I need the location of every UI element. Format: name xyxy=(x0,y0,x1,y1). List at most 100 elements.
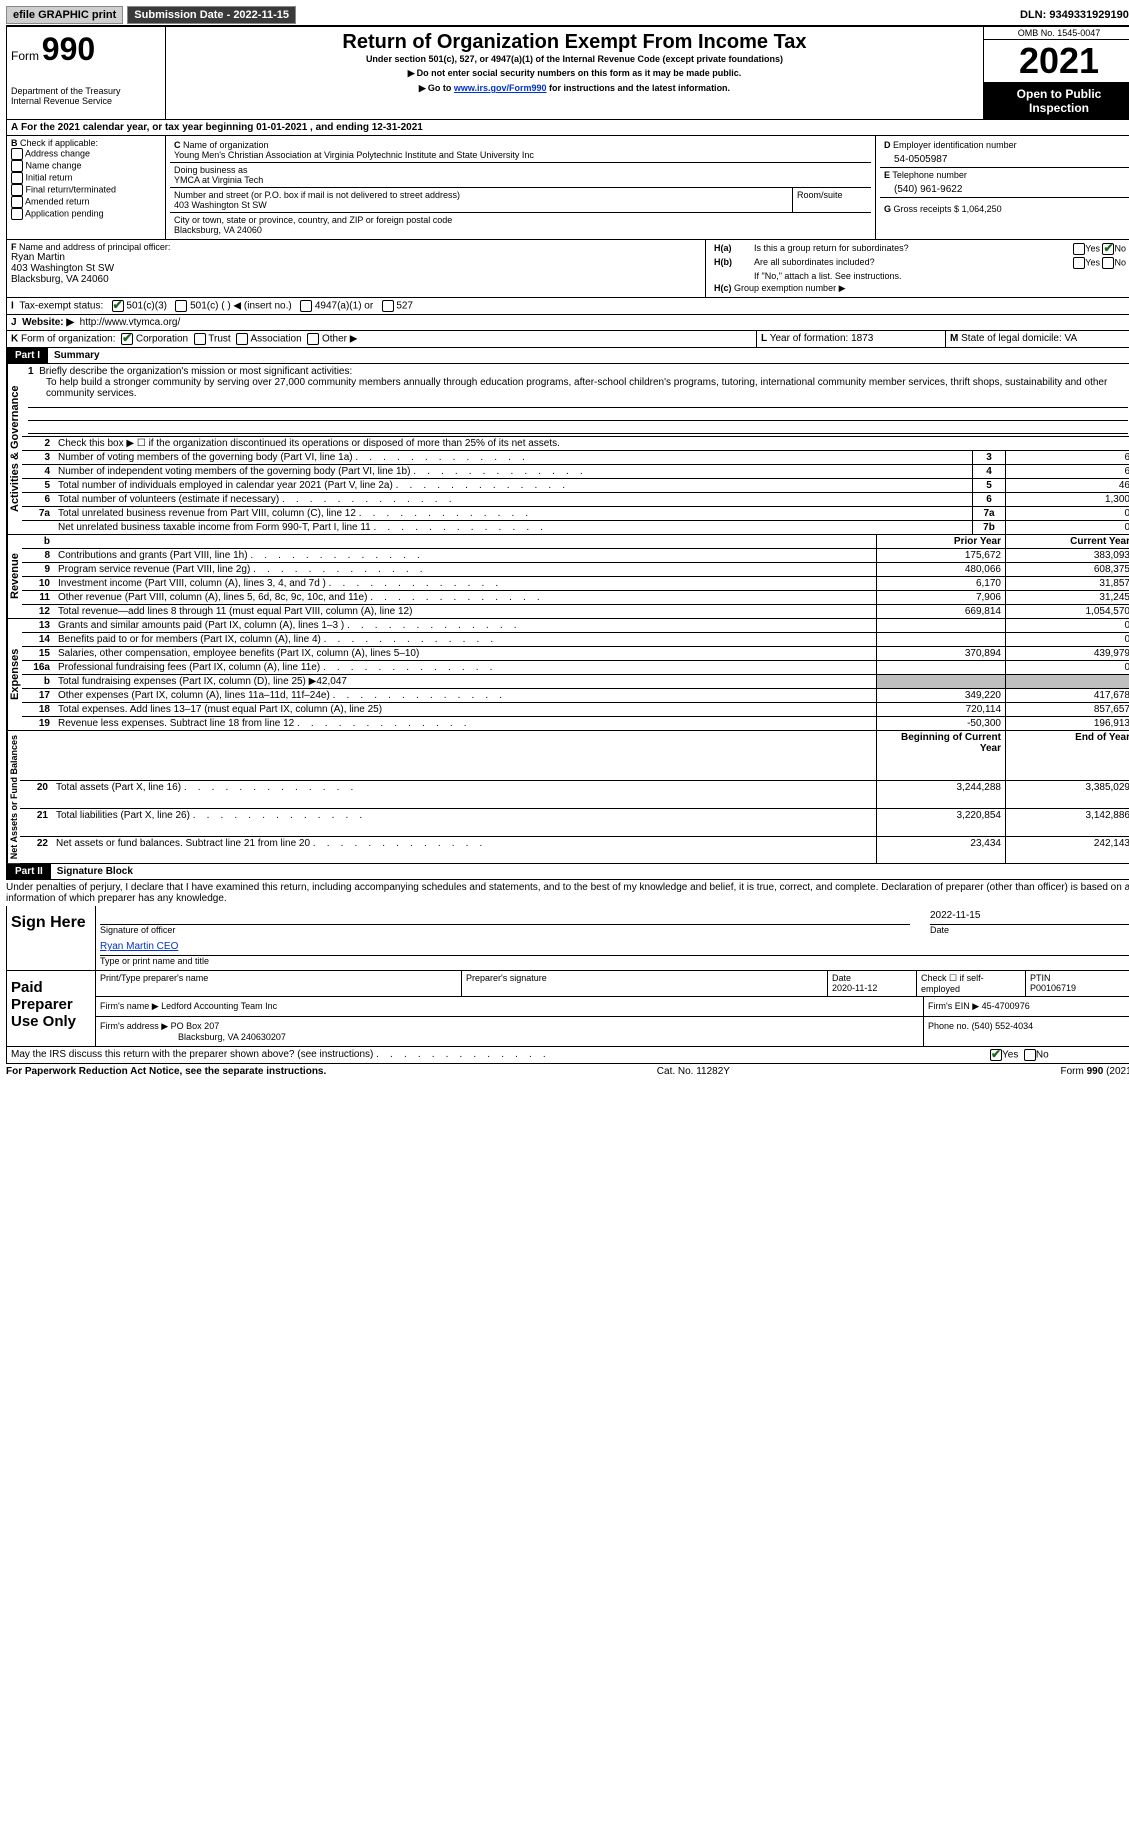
assoc-checkbox[interactable] xyxy=(236,333,248,345)
hb-no: No xyxy=(1114,257,1126,267)
cat-no: Cat. No. 11282Y xyxy=(657,1066,730,1077)
l11-prior: 7,906 xyxy=(877,591,1006,605)
l20-text: Total assets (Part X, line 16) xyxy=(52,780,877,808)
l7b-val: 0 xyxy=(1006,521,1129,535)
initial-return-checkbox[interactable] xyxy=(11,172,23,184)
l16a-text: Professional fundraising fees (Part IX, … xyxy=(54,661,877,675)
subtitle-3: Go to www.irs.gov/Form990 for instructio… xyxy=(170,83,979,94)
ptin-label: PTIN xyxy=(1030,973,1051,983)
ha-yes-checkbox[interactable] xyxy=(1073,243,1085,255)
l3-val: 6 xyxy=(1006,451,1129,465)
l20-end: 3,385,029 xyxy=(1006,780,1129,808)
dba-label: Doing business as xyxy=(174,165,248,175)
firm-name-value: Ledford Accounting Team Inc xyxy=(161,1001,277,1011)
l16a-cur: 0 xyxy=(1006,661,1129,675)
4947-checkbox[interactable] xyxy=(300,300,312,312)
l19-prior: -50,300 xyxy=(877,717,1006,731)
l20-begin: 3,244,288 xyxy=(877,780,1006,808)
street-value: 403 Washington St SW xyxy=(174,200,267,210)
c-label: Name of organization xyxy=(183,140,269,150)
print-name-label: Print/Type preparer's name xyxy=(96,971,462,996)
final-return-checkbox[interactable] xyxy=(11,184,23,196)
l10-cur: 31,857 xyxy=(1006,577,1129,591)
klm-row: K Form of organization: Corporation Trus… xyxy=(6,331,1129,348)
subtitle-1: Under section 501(c), 527, or 4947(a)(1)… xyxy=(170,54,979,64)
l13-prior xyxy=(877,619,1006,633)
l10-prior: 6,170 xyxy=(877,577,1006,591)
sub2-text: Do not enter social security numbers on … xyxy=(417,68,742,78)
501c-checkbox[interactable] xyxy=(175,300,187,312)
a-begin: 01-01-2021 xyxy=(256,122,307,133)
col-prior: Prior Year xyxy=(877,535,1006,549)
l7a-val: 0 xyxy=(1006,507,1129,521)
col-begin: Beginning of Current Year xyxy=(877,731,1006,780)
app-pending-checkbox[interactable] xyxy=(11,208,23,220)
addr-change-checkbox[interactable] xyxy=(11,148,23,160)
sig-officer-label: Signature of officer xyxy=(100,924,910,935)
year-formation: 1873 xyxy=(851,333,873,344)
submission-button[interactable]: Submission Date - 2022-11-15 xyxy=(127,6,296,24)
ha-yes: Yes xyxy=(1085,243,1100,253)
l18-text: Total expenses. Add lines 13–17 (must eq… xyxy=(54,703,877,717)
l8-prior: 175,672 xyxy=(877,549,1006,563)
l19-text: Revenue less expenses. Subtract line 18 … xyxy=(54,717,877,731)
type-name-label: Type or print name and title xyxy=(100,955,1129,966)
g-label: Gross receipts $ xyxy=(894,204,960,214)
k-label: Form of organization: xyxy=(21,334,116,345)
l1-label: Briefly describe the organization's miss… xyxy=(39,366,352,377)
efile-button[interactable]: efile GRAPHIC print xyxy=(6,6,123,24)
hb-text: Are all subordinates included? xyxy=(754,257,1073,269)
name-change-checkbox[interactable] xyxy=(11,160,23,172)
l18-prior: 720,114 xyxy=(877,703,1006,717)
527-checkbox[interactable] xyxy=(382,300,394,312)
l22-begin: 23,434 xyxy=(877,836,1006,863)
l15-text: Salaries, other compensation, employee b… xyxy=(54,647,877,661)
ha-no-checkbox[interactable] xyxy=(1102,243,1114,255)
i-opt-2: 4947(a)(1) or xyxy=(315,301,373,312)
revenue-table: bPrior YearCurrent Year 8Contributions a… xyxy=(22,535,1129,618)
hb-yes: Yes xyxy=(1085,257,1100,267)
dept-treasury: Department of the Treasury xyxy=(11,86,161,96)
form-number: 990 xyxy=(42,31,95,67)
city-value: Blacksburg, VA 24060 xyxy=(174,225,262,235)
firm-addr-label: Firm's address ▶ xyxy=(100,1021,168,1031)
irs-link[interactable]: www.irs.gov/Form990 xyxy=(454,83,547,93)
governance-table: 2Check this box ▶ ☐ if the organization … xyxy=(22,436,1129,534)
501c3-checkbox[interactable] xyxy=(112,300,124,312)
paid-preparer-label: Paid Preparer Use Only xyxy=(7,971,95,1046)
officer-link[interactable]: Ryan Martin CEO xyxy=(100,941,178,952)
hb-yes-checkbox[interactable] xyxy=(1073,257,1085,269)
street-label: Number and street (or P.O. box if mail i… xyxy=(174,190,460,200)
sign-here-box: Sign Here Signature of officer 2022-11-1… xyxy=(6,906,1129,971)
form-header: Form 990 Department of the Treasury Inte… xyxy=(6,27,1129,120)
firm-phone-value: (540) 552-4034 xyxy=(972,1021,1034,1031)
expenses-section: Expenses 13Grants and similar amounts pa… xyxy=(6,619,1129,731)
mission-text: To help build a stronger community by se… xyxy=(28,377,1128,399)
ha-no: No xyxy=(1114,243,1126,253)
prep-sig-label: Preparer's signature xyxy=(462,971,828,996)
amended-checkbox[interactable] xyxy=(11,196,23,208)
l6-text: Total number of volunteers (estimate if … xyxy=(54,493,973,507)
corp-checkbox[interactable] xyxy=(121,333,133,345)
pra-notice: For Paperwork Reduction Act Notice, see … xyxy=(6,1066,326,1077)
firm-addr2-value: Blacksburg, VA 240630207 xyxy=(100,1032,286,1042)
l22-end: 242,143 xyxy=(1006,836,1129,863)
entity-block: B Check if applicable: Address change Na… xyxy=(6,136,1129,240)
hb-no-checkbox[interactable] xyxy=(1102,257,1114,269)
l17-text: Other expenses (Part IX, column (A), lin… xyxy=(54,689,877,703)
open-inspection: Open to Public Inspection xyxy=(984,83,1129,119)
e-label: Telephone number xyxy=(892,170,967,180)
form-footer: Form 990 (2021) xyxy=(1061,1066,1129,1077)
d-label: Employer identification number xyxy=(893,140,1017,150)
discuss-yes-checkbox[interactable] xyxy=(990,1049,1002,1061)
discuss-no-checkbox[interactable] xyxy=(1024,1049,1036,1061)
l16b-text: Total fundraising expenses (Part IX, col… xyxy=(54,675,877,689)
subtitle-2: Do not enter social security numbers on … xyxy=(170,68,979,79)
l16b-grey1 xyxy=(877,675,1006,689)
l17-prior: 349,220 xyxy=(877,689,1006,703)
l15-prior: 370,894 xyxy=(877,647,1006,661)
other-checkbox[interactable] xyxy=(307,333,319,345)
trust-checkbox[interactable] xyxy=(194,333,206,345)
gross-receipts: 1,064,250 xyxy=(962,204,1002,214)
k-opt-3: Other ▶ xyxy=(322,334,357,345)
